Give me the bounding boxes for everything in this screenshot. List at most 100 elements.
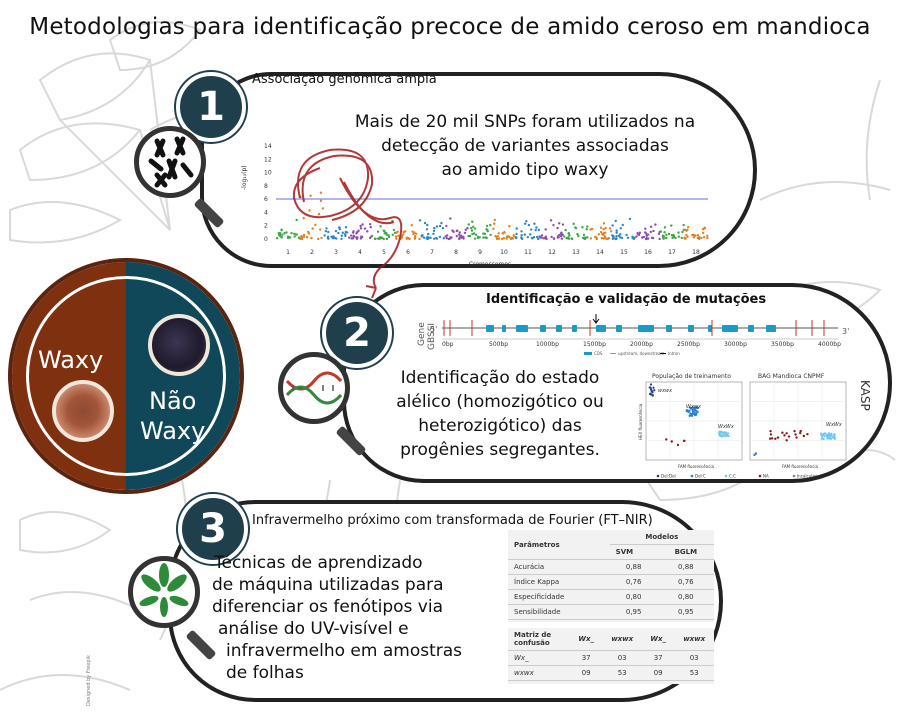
snp-point	[458, 231, 461, 234]
snp-point	[532, 235, 536, 239]
snp-point	[706, 234, 709, 237]
snp-point	[337, 231, 340, 235]
step1-magnifier	[134, 126, 206, 198]
snp-point	[508, 236, 511, 239]
kasp-point	[783, 434, 786, 437]
kasp-point	[781, 431, 784, 434]
table-cell: 37	[641, 650, 675, 666]
snp-point	[370, 234, 374, 238]
snp-point	[581, 226, 584, 229]
snp-point	[385, 237, 388, 241]
table-header: Wx_	[641, 628, 675, 651]
step2-text-line: alélico (homozigótico ou	[396, 392, 604, 412]
snp-point	[319, 199, 323, 203]
gene-tick: 4000bp	[818, 341, 841, 348]
snp-point	[608, 227, 612, 230]
kasp-point	[665, 438, 668, 441]
manhattan-ylabel: -log₁₀(p)	[241, 165, 248, 190]
manhattan-xtick: 17	[668, 249, 676, 256]
table-cell: Sensibilidade	[508, 604, 610, 620]
snp-point	[316, 237, 320, 241]
snp-point	[423, 221, 427, 225]
gene-tick: 0bp	[442, 341, 454, 348]
kasp-point	[770, 437, 774, 440]
snp-point	[426, 223, 429, 227]
snp-point	[406, 236, 410, 240]
snp-point	[687, 225, 690, 229]
snp-point	[544, 228, 547, 231]
snp-point	[323, 234, 326, 237]
snp-point	[302, 235, 306, 238]
snp-point	[472, 225, 475, 228]
snp-point	[646, 237, 649, 240]
snp-point	[445, 237, 449, 240]
snp-point	[670, 233, 674, 237]
snp-point	[617, 234, 621, 238]
snp-point	[560, 237, 564, 240]
snp-point	[574, 226, 578, 230]
snp-point	[649, 230, 653, 234]
snp-point	[602, 227, 605, 231]
step3-magnifier	[128, 556, 200, 628]
snp-point	[559, 234, 563, 238]
gene-exon	[688, 325, 694, 332]
kasp-point	[794, 433, 797, 436]
snp-point	[701, 231, 705, 235]
kasp-point	[823, 434, 826, 438]
kasp-point	[718, 434, 721, 437]
snp-point	[330, 235, 333, 238]
manhattan-xtick: 3	[334, 249, 338, 256]
waxy-starch-sample	[52, 380, 114, 442]
kasp-point	[648, 392, 652, 396]
snp-point	[590, 227, 594, 231]
manhattan-xtick: 2	[310, 249, 314, 256]
step1-title: Associação genômica ampla	[252, 72, 437, 87]
nonwaxy-label: Não Waxy	[140, 386, 205, 446]
snp-point	[369, 225, 372, 229]
snp-point	[295, 218, 298, 222]
snp-point	[340, 234, 343, 237]
snp-point	[387, 234, 390, 237]
gene-legend-item: upstream, downstream	[618, 351, 665, 356]
snp-point	[544, 235, 548, 238]
snp-point	[614, 219, 617, 223]
snp-point	[395, 231, 398, 234]
snp-point	[601, 232, 604, 236]
snp-point	[340, 237, 343, 241]
gene-exon	[722, 325, 738, 332]
kasp-cluster-label: Wxwx	[686, 404, 701, 410]
snp-point	[366, 230, 369, 233]
kasp-point	[685, 408, 689, 412]
snp-point	[341, 231, 344, 234]
snp-point	[614, 237, 617, 241]
chromosome-icon	[148, 136, 194, 188]
step2-text-line: Identificação do estado	[400, 368, 600, 388]
kasp-point	[754, 452, 758, 455]
snp-point	[508, 225, 511, 228]
table-cell: Índice Kappa	[508, 574, 610, 590]
kasp-xlabel: FAM fluorescência	[678, 464, 715, 469]
snp-point	[344, 226, 348, 229]
table-cell: 0,80	[657, 589, 714, 605]
kasp-point	[670, 440, 673, 443]
snp-point	[457, 233, 461, 236]
snp-point	[293, 235, 296, 238]
snp-point	[526, 235, 530, 239]
snp-point	[359, 227, 363, 230]
snp-point	[440, 221, 443, 225]
snp-point	[460, 236, 463, 239]
snp-point	[625, 233, 628, 237]
manhattan-ytick: 14	[264, 143, 272, 150]
snp-point	[355, 236, 358, 239]
table-cell: 37	[570, 650, 603, 666]
snp-point	[397, 234, 400, 238]
snp-point	[674, 236, 677, 240]
snp-point	[463, 231, 467, 235]
kasp-point	[769, 429, 772, 433]
snp-point	[570, 237, 573, 240]
metrics-table: Parâmetros Modelos SVM BGLM Acurácia 0,8…	[508, 530, 714, 620]
snp-point	[360, 235, 363, 238]
manhattan-xtick: 14	[596, 249, 604, 256]
table-cell: 09	[641, 665, 675, 681]
snp-point	[429, 236, 432, 240]
